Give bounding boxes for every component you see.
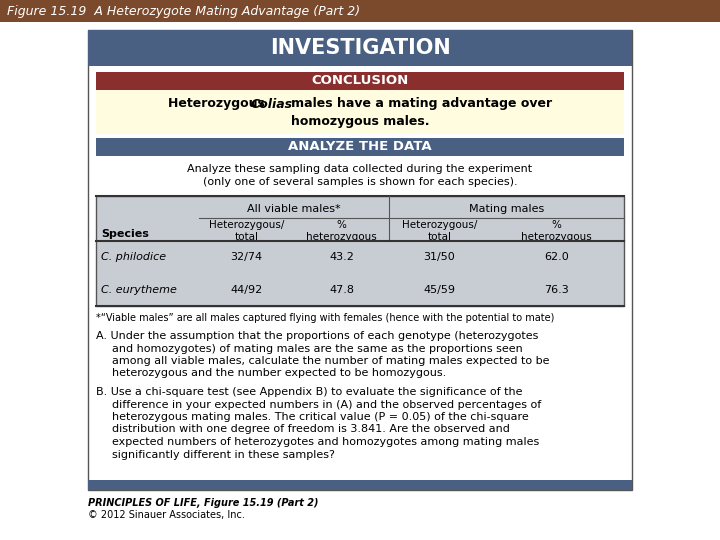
Text: Heterozygous/: Heterozygous/ <box>209 220 284 231</box>
Text: heterozygous and the number expected to be homozygous.: heterozygous and the number expected to … <box>112 368 446 379</box>
Text: 62.0: 62.0 <box>544 252 569 262</box>
Text: difference in your expected numbers in (A) and the observed percentages of: difference in your expected numbers in (… <box>112 400 541 409</box>
Text: 32/74: 32/74 <box>230 252 263 262</box>
Text: %: % <box>336 220 346 231</box>
Text: and homozygotes) of mating males are the same as the proportions seen: and homozygotes) of mating males are the… <box>112 343 523 354</box>
Text: *“Viable males” are all males captured flying with females (hence with the poten: *“Viable males” are all males captured f… <box>96 313 554 323</box>
Text: Analyze these sampling data collected during the experiment: Analyze these sampling data collected du… <box>187 164 533 174</box>
Text: Species: Species <box>101 229 149 239</box>
Bar <box>88 480 632 490</box>
Text: (only one of several samples is shown for each species).: (only one of several samples is shown fo… <box>203 177 517 187</box>
Text: Mating males: Mating males <box>469 204 544 214</box>
Text: ANALYZE THE DATA: ANALYZE THE DATA <box>288 140 432 153</box>
Text: A. Under the assumption that the proportions of each genotype (heterozygotes: A. Under the assumption that the proport… <box>96 331 539 341</box>
Text: Heterozygous/: Heterozygous/ <box>402 220 477 231</box>
Text: Heterozygous         males have a mating advantage over: Heterozygous males have a mating advanta… <box>168 98 552 111</box>
Text: significantly different in these samples?: significantly different in these samples… <box>112 449 335 460</box>
Text: PRINCIPLES OF LIFE, Figure 15.19 (Part 2): PRINCIPLES OF LIFE, Figure 15.19 (Part 2… <box>88 498 318 508</box>
Text: total: total <box>235 232 258 241</box>
Text: CONCLUSION: CONCLUSION <box>311 75 409 87</box>
Text: heterozygous: heterozygous <box>306 232 377 241</box>
Text: heterozygous mating males. The critical value (P = 0.05) of the chi-square: heterozygous mating males. The critical … <box>112 412 528 422</box>
Text: Colias: Colias <box>251 98 293 111</box>
Text: Figure 15.19  A Heterozygote Mating Advantage (Part 2): Figure 15.19 A Heterozygote Mating Advan… <box>7 4 360 17</box>
Text: 44/92: 44/92 <box>230 285 263 295</box>
Bar <box>0 0 720 22</box>
Text: INVESTIGATION: INVESTIGATION <box>269 38 451 58</box>
Bar <box>96 72 624 90</box>
Text: C. eurytheme: C. eurytheme <box>101 285 177 295</box>
Text: © 2012 Sinauer Associates, Inc.: © 2012 Sinauer Associates, Inc. <box>88 510 245 520</box>
Text: %: % <box>552 220 562 231</box>
Text: All viable males*: All viable males* <box>247 204 341 214</box>
Bar <box>96 90 624 134</box>
Text: total: total <box>427 232 451 241</box>
Text: 43.2: 43.2 <box>329 252 354 262</box>
Text: 45/59: 45/59 <box>423 285 455 295</box>
Text: among all viable males, calculate the number of mating males expected to be: among all viable males, calculate the nu… <box>112 356 549 366</box>
Bar <box>88 30 632 490</box>
Bar <box>96 196 624 306</box>
Text: distribution with one degree of freedom is 3.841. Are the observed and: distribution with one degree of freedom … <box>112 424 510 435</box>
Text: heterozygous: heterozygous <box>521 232 592 241</box>
Text: B. Use a chi-square test (see Appendix B) to evaluate the significance of the: B. Use a chi-square test (see Appendix B… <box>96 387 523 397</box>
Text: expected numbers of heterozygotes and homozygotes among mating males: expected numbers of heterozygotes and ho… <box>112 437 539 447</box>
Text: 76.3: 76.3 <box>544 285 569 295</box>
Text: 47.8: 47.8 <box>329 285 354 295</box>
Bar <box>88 30 632 66</box>
Text: 31/50: 31/50 <box>423 252 455 262</box>
Bar <box>96 138 624 156</box>
Text: homozygous males.: homozygous males. <box>291 114 429 127</box>
Text: C. philodice: C. philodice <box>101 252 166 262</box>
